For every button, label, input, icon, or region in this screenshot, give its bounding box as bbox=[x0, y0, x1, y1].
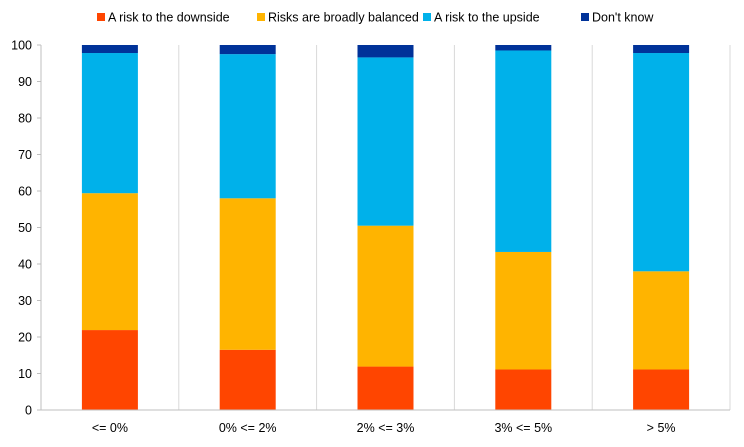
bar-a-risk-to-the-downside-2 bbox=[219, 349, 276, 410]
category-separators bbox=[178, 45, 731, 410]
legend-label-a-risk-to-the-upside: A risk to the upside bbox=[434, 11, 540, 25]
x-axis-ticks: <= 0% 0% <= 2% 2% <= 3% 3% <= 5% > 5% bbox=[92, 421, 676, 435]
y-tick-label: 40 bbox=[18, 258, 32, 272]
bar-a-risk-to-the-upside-1 bbox=[81, 53, 138, 194]
bar-don-t-know-5 bbox=[633, 45, 690, 54]
bar-risks-are-broadly-balanced-1 bbox=[81, 193, 138, 331]
bar-risks-are-broadly-balanced-2 bbox=[219, 198, 276, 350]
bar-risks-are-broadly-balanced-3 bbox=[357, 225, 414, 367]
bar-a-risk-to-the-upside-2 bbox=[219, 54, 276, 199]
legend-swatch-a-risk-to-the-downside bbox=[97, 13, 105, 21]
legend-label-don-t-know: Don't know bbox=[592, 11, 654, 25]
y-tick-label: 80 bbox=[18, 112, 32, 126]
x-tick-label: 2% <= 3% bbox=[357, 421, 415, 435]
y-tick-label: 60 bbox=[18, 185, 32, 199]
y-tick-label: 50 bbox=[18, 221, 32, 235]
x-tick-label: 0% <= 2% bbox=[219, 421, 277, 435]
legend-label-a-risk-to-the-downside: A risk to the downside bbox=[108, 11, 230, 25]
y-tick-label: 20 bbox=[18, 331, 32, 345]
bar-don-t-know-4 bbox=[495, 45, 552, 51]
bar-a-risk-to-the-downside-1 bbox=[81, 330, 138, 410]
bar-risks-are-broadly-balanced-5 bbox=[633, 271, 690, 370]
legend-swatch-don-t-know bbox=[581, 13, 589, 21]
bars bbox=[81, 45, 690, 410]
bar-a-risk-to-the-downside-5 bbox=[633, 369, 690, 410]
bar-a-risk-to-the-upside-4 bbox=[495, 50, 552, 252]
bar-a-risk-to-the-downside-4 bbox=[495, 369, 552, 410]
bar-a-risk-to-the-downside-3 bbox=[357, 366, 414, 410]
y-tick-label: 10 bbox=[18, 367, 32, 381]
y-tick-label: 0 bbox=[25, 404, 32, 418]
y-axis-ticks: 0 10 20 30 40 50 60 70 80 90 100 bbox=[11, 39, 41, 418]
y-tick-label: 90 bbox=[18, 75, 32, 89]
x-tick-label: > 5% bbox=[647, 421, 676, 435]
legend-label-risks-are-broadly-balanced: Risks are broadly balanced bbox=[268, 11, 419, 25]
x-tick-label: 3% <= 5% bbox=[494, 421, 552, 435]
bar-a-risk-to-the-upside-5 bbox=[633, 53, 690, 272]
legend: A risk to the downside Risks are broadly … bbox=[97, 11, 654, 25]
bar-don-t-know-3 bbox=[357, 45, 414, 58]
legend-swatch-a-risk-to-the-upside bbox=[423, 13, 431, 21]
x-tick-label: <= 0% bbox=[92, 421, 128, 435]
bar-don-t-know-2 bbox=[219, 45, 276, 55]
bar-don-t-know-1 bbox=[81, 45, 138, 54]
y-tick-label: 100 bbox=[11, 39, 32, 53]
y-tick-label: 30 bbox=[18, 294, 32, 308]
legend-swatch-risks-are-broadly-balanced bbox=[257, 13, 265, 21]
y-tick-label: 70 bbox=[18, 148, 32, 162]
bar-a-risk-to-the-upside-3 bbox=[357, 57, 414, 226]
bar-risks-are-broadly-balanced-4 bbox=[495, 251, 552, 370]
